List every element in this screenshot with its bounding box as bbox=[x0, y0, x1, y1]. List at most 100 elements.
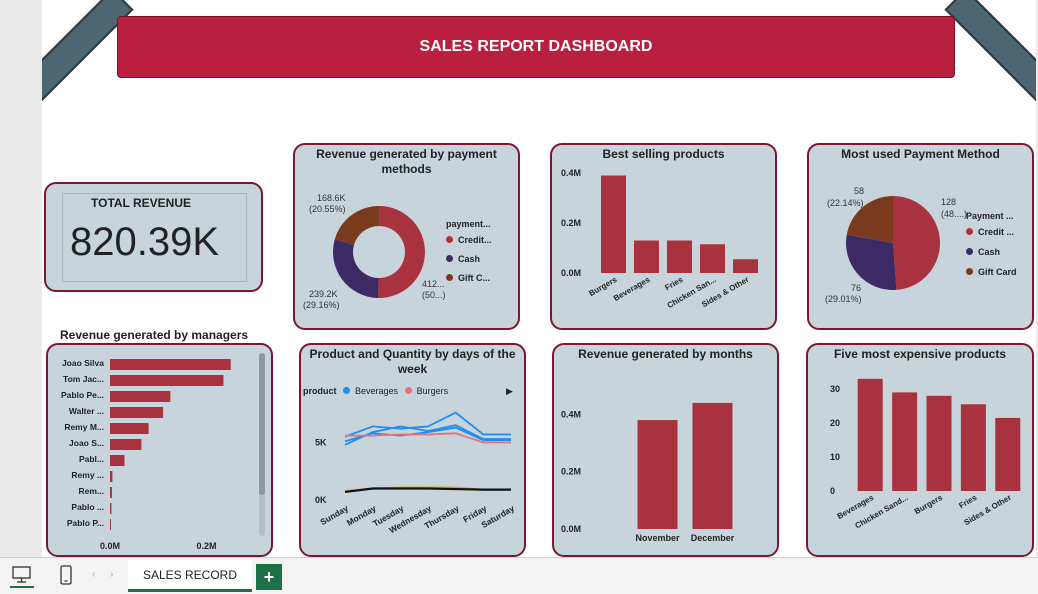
tab-prev-icon[interactable]: ‹ bbox=[92, 569, 96, 580]
series-line bbox=[344, 487, 511, 494]
pm-legend-credit[interactable]: Credit ... bbox=[966, 227, 1014, 237]
managers-scroll-thumb[interactable] bbox=[259, 353, 265, 495]
pm-cash-value: 76 bbox=[851, 283, 862, 293]
payment-revenue-card[interactable]: Revenue generated by payment methods 168… bbox=[293, 143, 520, 330]
pm-credit-value: 128 bbox=[941, 197, 957, 207]
bar bbox=[733, 259, 758, 273]
manager-bar bbox=[110, 423, 149, 434]
managers-card[interactable]: Joao Silva Tom Jac... Pablo Pe... Walter ..… bbox=[46, 343, 273, 557]
bar bbox=[892, 392, 918, 491]
manager-bar bbox=[110, 439, 142, 450]
payment-revenue-donut bbox=[333, 206, 425, 298]
months-title: Revenue generated by months bbox=[578, 347, 753, 361]
bar bbox=[700, 244, 725, 273]
desktop-view-icon[interactable] bbox=[10, 564, 34, 588]
x-tick: Burgers bbox=[913, 493, 945, 516]
manager-label: Pablo Pe... bbox=[61, 390, 104, 400]
series-line bbox=[344, 424, 511, 446]
legend-next-icon[interactable]: ▶ bbox=[506, 386, 513, 396]
y-tick: 0 bbox=[830, 486, 835, 496]
pm-legend-title: Payment ... bbox=[966, 211, 1014, 221]
managers-chart: Joao Silva Tom Jac... Pablo Pe... Walter ..… bbox=[61, 358, 231, 551]
managers-title: Revenue generated by managers bbox=[60, 328, 249, 342]
managers-scrollbar[interactable] bbox=[259, 353, 265, 536]
legend-cash[interactable]: Cash bbox=[446, 254, 480, 264]
series-line bbox=[344, 411, 511, 438]
manager-label: Pabl... bbox=[79, 454, 104, 464]
cash-value-label: 239.2K bbox=[309, 289, 338, 299]
add-tab-button[interactable]: + bbox=[256, 564, 282, 590]
bar bbox=[601, 175, 626, 273]
months-card[interactable]: Revenue generated by months 0.4M 0.2M 0.0M… bbox=[552, 343, 779, 557]
x-tick: 0.0M bbox=[100, 541, 120, 551]
y-tick: 10 bbox=[830, 452, 840, 462]
manager-label: Rem... bbox=[78, 486, 104, 496]
total-revenue-card[interactable]: TOTAL REVENUE 820.39K bbox=[44, 182, 263, 292]
y-tick: 0K bbox=[315, 495, 327, 505]
bar bbox=[926, 395, 952, 491]
pm-legend-gift[interactable]: Gift Card bbox=[966, 267, 1017, 277]
credit-value-label: 412... bbox=[422, 279, 445, 289]
gift-value-label: 168.6K bbox=[317, 193, 346, 203]
slice-gift-card bbox=[846, 196, 893, 243]
total-revenue-value: 820.39K bbox=[70, 220, 220, 264]
legend-gift[interactable]: Gift C... bbox=[446, 273, 490, 283]
manager-bar bbox=[110, 359, 231, 370]
y-tick: 0.0M bbox=[561, 524, 581, 534]
dashboard-canvas: SALES REPORT DASHBOARD TOTAL REVENUE 820… bbox=[42, 0, 1036, 557]
bottom-toolbar: ‹ › SALES RECORD + bbox=[0, 557, 1038, 594]
bar bbox=[667, 240, 692, 273]
manager-label: Joao Silva bbox=[62, 358, 104, 368]
days-card[interactable]: Product and Quantity by days of the week… bbox=[299, 343, 526, 557]
bar bbox=[857, 378, 883, 491]
manager-bar bbox=[110, 375, 224, 386]
best-selling-card[interactable]: Best selling products 0.4M 0.2M 0.0M Burger… bbox=[550, 143, 777, 330]
bar bbox=[637, 420, 678, 529]
x-tick: November bbox=[635, 533, 680, 543]
days-legend[interactable]: product Beverages Burgers bbox=[303, 386, 449, 396]
cash-pct-label: (29.16%) bbox=[303, 300, 340, 310]
pm-gift-pct: (22.14%) bbox=[827, 198, 864, 208]
payment-method-title: Most used Payment Method bbox=[841, 147, 1000, 161]
manager-label: Pablo P... bbox=[67, 518, 104, 528]
slice-cash bbox=[846, 234, 897, 290]
corner-ribbon-right bbox=[944, 0, 1036, 102]
y-tick: 0.2M bbox=[561, 467, 581, 477]
manager-bar bbox=[110, 391, 171, 402]
bar bbox=[634, 240, 659, 273]
slice-cash bbox=[333, 239, 379, 298]
pm-gift-value: 58 bbox=[854, 186, 865, 196]
months-chart: 0.4M 0.2M 0.0M November December bbox=[561, 402, 735, 543]
bar bbox=[960, 404, 986, 491]
slice-gift-card bbox=[334, 206, 379, 245]
payment-legend-title: payment... bbox=[446, 219, 491, 229]
y-tick: 20 bbox=[830, 418, 840, 428]
slice-credit-card bbox=[893, 196, 940, 290]
payment-revenue-title: Revenue generated by payment methods bbox=[316, 147, 497, 176]
payment-method-card[interactable]: Most used Payment Method 58 (22.14%) 128… bbox=[807, 143, 1034, 330]
x-tick: December bbox=[691, 533, 735, 543]
tab-sales-record[interactable]: SALES RECORD bbox=[128, 560, 252, 592]
legend-credit[interactable]: Credit... bbox=[446, 235, 492, 245]
series-line bbox=[345, 432, 511, 444]
mobile-view-icon[interactable] bbox=[56, 564, 76, 588]
manager-bar bbox=[110, 455, 125, 466]
manager-label: Joao S... bbox=[69, 438, 104, 448]
y-tick: 30 bbox=[830, 384, 840, 394]
pm-credit-pct: (48....) bbox=[941, 209, 968, 219]
manager-label: Remy ... bbox=[71, 470, 104, 480]
gift-pct-label: (20.55%) bbox=[309, 204, 346, 214]
x-tick: Beverages bbox=[612, 275, 652, 303]
expensive-card[interactable]: Five most expensive products 30 20 10 0 Beve… bbox=[806, 343, 1034, 557]
y-tick: 5K bbox=[315, 438, 327, 448]
dashboard-title: SALES REPORT DASHBOARD bbox=[117, 16, 955, 78]
payment-method-pie bbox=[846, 196, 940, 290]
bar bbox=[692, 402, 733, 529]
manager-bar bbox=[110, 487, 112, 498]
pm-legend-cash[interactable]: Cash bbox=[966, 247, 1000, 257]
tab-next-icon[interactable]: › bbox=[110, 569, 114, 580]
slice-credit-card bbox=[378, 206, 425, 298]
manager-label: Tom Jac... bbox=[63, 374, 104, 384]
manager-label: Pablo ... bbox=[71, 502, 104, 512]
